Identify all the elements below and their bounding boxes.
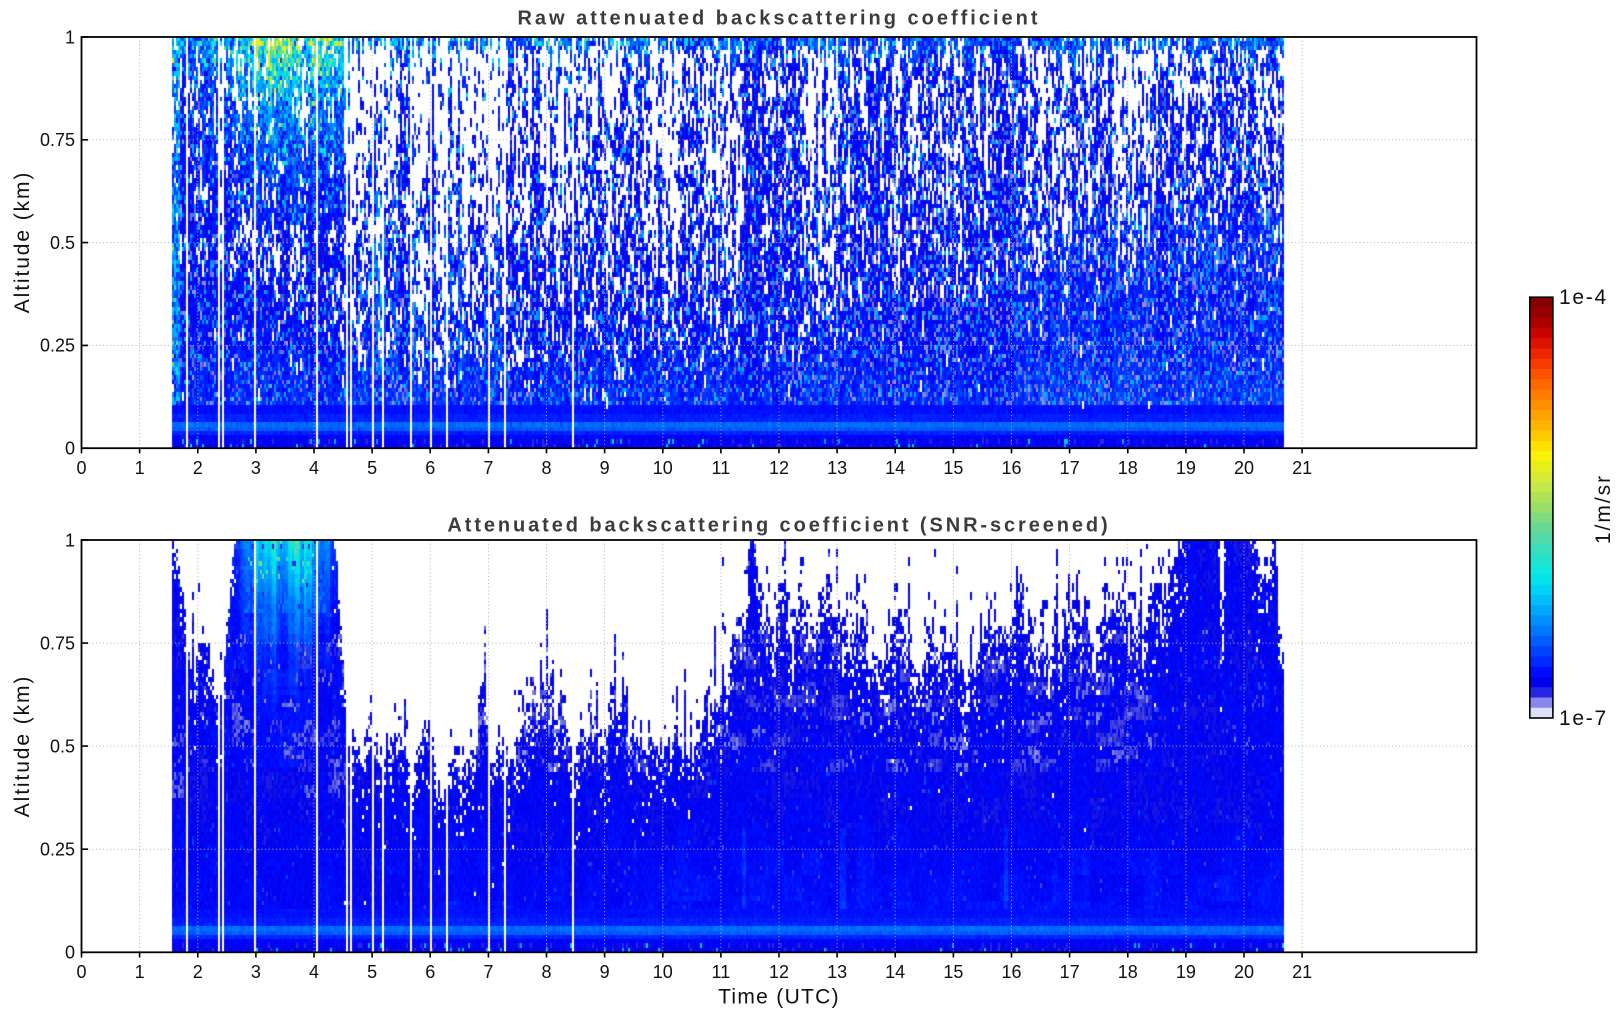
svg-text:8: 8 bbox=[541, 962, 551, 982]
svg-text:0.25: 0.25 bbox=[40, 336, 75, 356]
svg-text:0.75: 0.75 bbox=[40, 130, 75, 150]
svg-text:Attenuated backscattering coef: Attenuated backscattering coefficient (S… bbox=[447, 515, 1110, 537]
svg-text:13: 13 bbox=[827, 458, 847, 478]
svg-text:5: 5 bbox=[367, 458, 377, 478]
svg-text:0.25: 0.25 bbox=[40, 840, 75, 860]
svg-text:Altitude (km): Altitude (km) bbox=[11, 171, 34, 314]
svg-text:0: 0 bbox=[65, 943, 75, 963]
svg-text:1: 1 bbox=[65, 530, 75, 550]
svg-text:10: 10 bbox=[653, 962, 673, 982]
svg-text:Altitude (km): Altitude (km) bbox=[11, 675, 34, 818]
svg-text:0.75: 0.75 bbox=[40, 633, 75, 653]
svg-text:12: 12 bbox=[769, 458, 789, 478]
svg-text:6: 6 bbox=[425, 962, 435, 982]
svg-text:11: 11 bbox=[712, 962, 731, 982]
svg-text:15: 15 bbox=[943, 458, 963, 478]
svg-text:5: 5 bbox=[367, 962, 377, 982]
svg-text:8: 8 bbox=[541, 458, 551, 478]
svg-text:6: 6 bbox=[425, 458, 435, 478]
svg-text:0.5: 0.5 bbox=[50, 736, 75, 756]
svg-text:7: 7 bbox=[483, 458, 493, 478]
svg-text:1e-4: 1e-4 bbox=[1559, 286, 1608, 309]
svg-text:1e-7: 1e-7 bbox=[1559, 707, 1608, 730]
svg-text:3: 3 bbox=[251, 962, 261, 982]
svg-text:9: 9 bbox=[600, 458, 610, 478]
svg-text:7: 7 bbox=[483, 962, 493, 982]
svg-text:18: 18 bbox=[1118, 458, 1138, 478]
svg-text:2: 2 bbox=[193, 962, 203, 982]
svg-text:4: 4 bbox=[309, 458, 319, 478]
svg-text:0: 0 bbox=[65, 439, 75, 459]
svg-text:0.5: 0.5 bbox=[50, 233, 75, 253]
svg-text:19: 19 bbox=[1176, 962, 1196, 982]
svg-text:1: 1 bbox=[135, 458, 145, 478]
svg-text:1: 1 bbox=[135, 962, 145, 982]
svg-text:Time (UTC): Time (UTC) bbox=[718, 986, 840, 1009]
svg-text:4: 4 bbox=[309, 962, 319, 982]
svg-text:11: 11 bbox=[712, 458, 731, 478]
svg-text:2: 2 bbox=[193, 458, 203, 478]
svg-text:15: 15 bbox=[943, 962, 963, 982]
svg-text:21: 21 bbox=[1292, 962, 1312, 982]
svg-text:18: 18 bbox=[1118, 962, 1138, 982]
svg-text:16: 16 bbox=[1001, 962, 1021, 982]
svg-text:9: 9 bbox=[600, 962, 610, 982]
svg-text:20: 20 bbox=[1234, 962, 1254, 982]
svg-text:21: 21 bbox=[1292, 458, 1312, 478]
svg-text:0: 0 bbox=[76, 962, 86, 982]
svg-text:1/m/sr: 1/m/sr bbox=[1592, 474, 1615, 544]
svg-text:13: 13 bbox=[827, 962, 847, 982]
svg-text:17: 17 bbox=[1060, 458, 1080, 478]
svg-text:10: 10 bbox=[653, 458, 673, 478]
svg-text:12: 12 bbox=[769, 962, 789, 982]
svg-text:14: 14 bbox=[885, 962, 905, 982]
svg-text:20: 20 bbox=[1234, 458, 1254, 478]
svg-text:16: 16 bbox=[1001, 458, 1021, 478]
svg-text:17: 17 bbox=[1060, 962, 1080, 982]
svg-text:19: 19 bbox=[1176, 458, 1196, 478]
svg-text:Raw attenuated backscattering: Raw attenuated backscattering coefficien… bbox=[517, 8, 1040, 30]
svg-text:0: 0 bbox=[76, 458, 86, 478]
svg-text:14: 14 bbox=[885, 458, 905, 478]
svg-text:3: 3 bbox=[251, 458, 261, 478]
svg-text:1: 1 bbox=[65, 27, 75, 47]
